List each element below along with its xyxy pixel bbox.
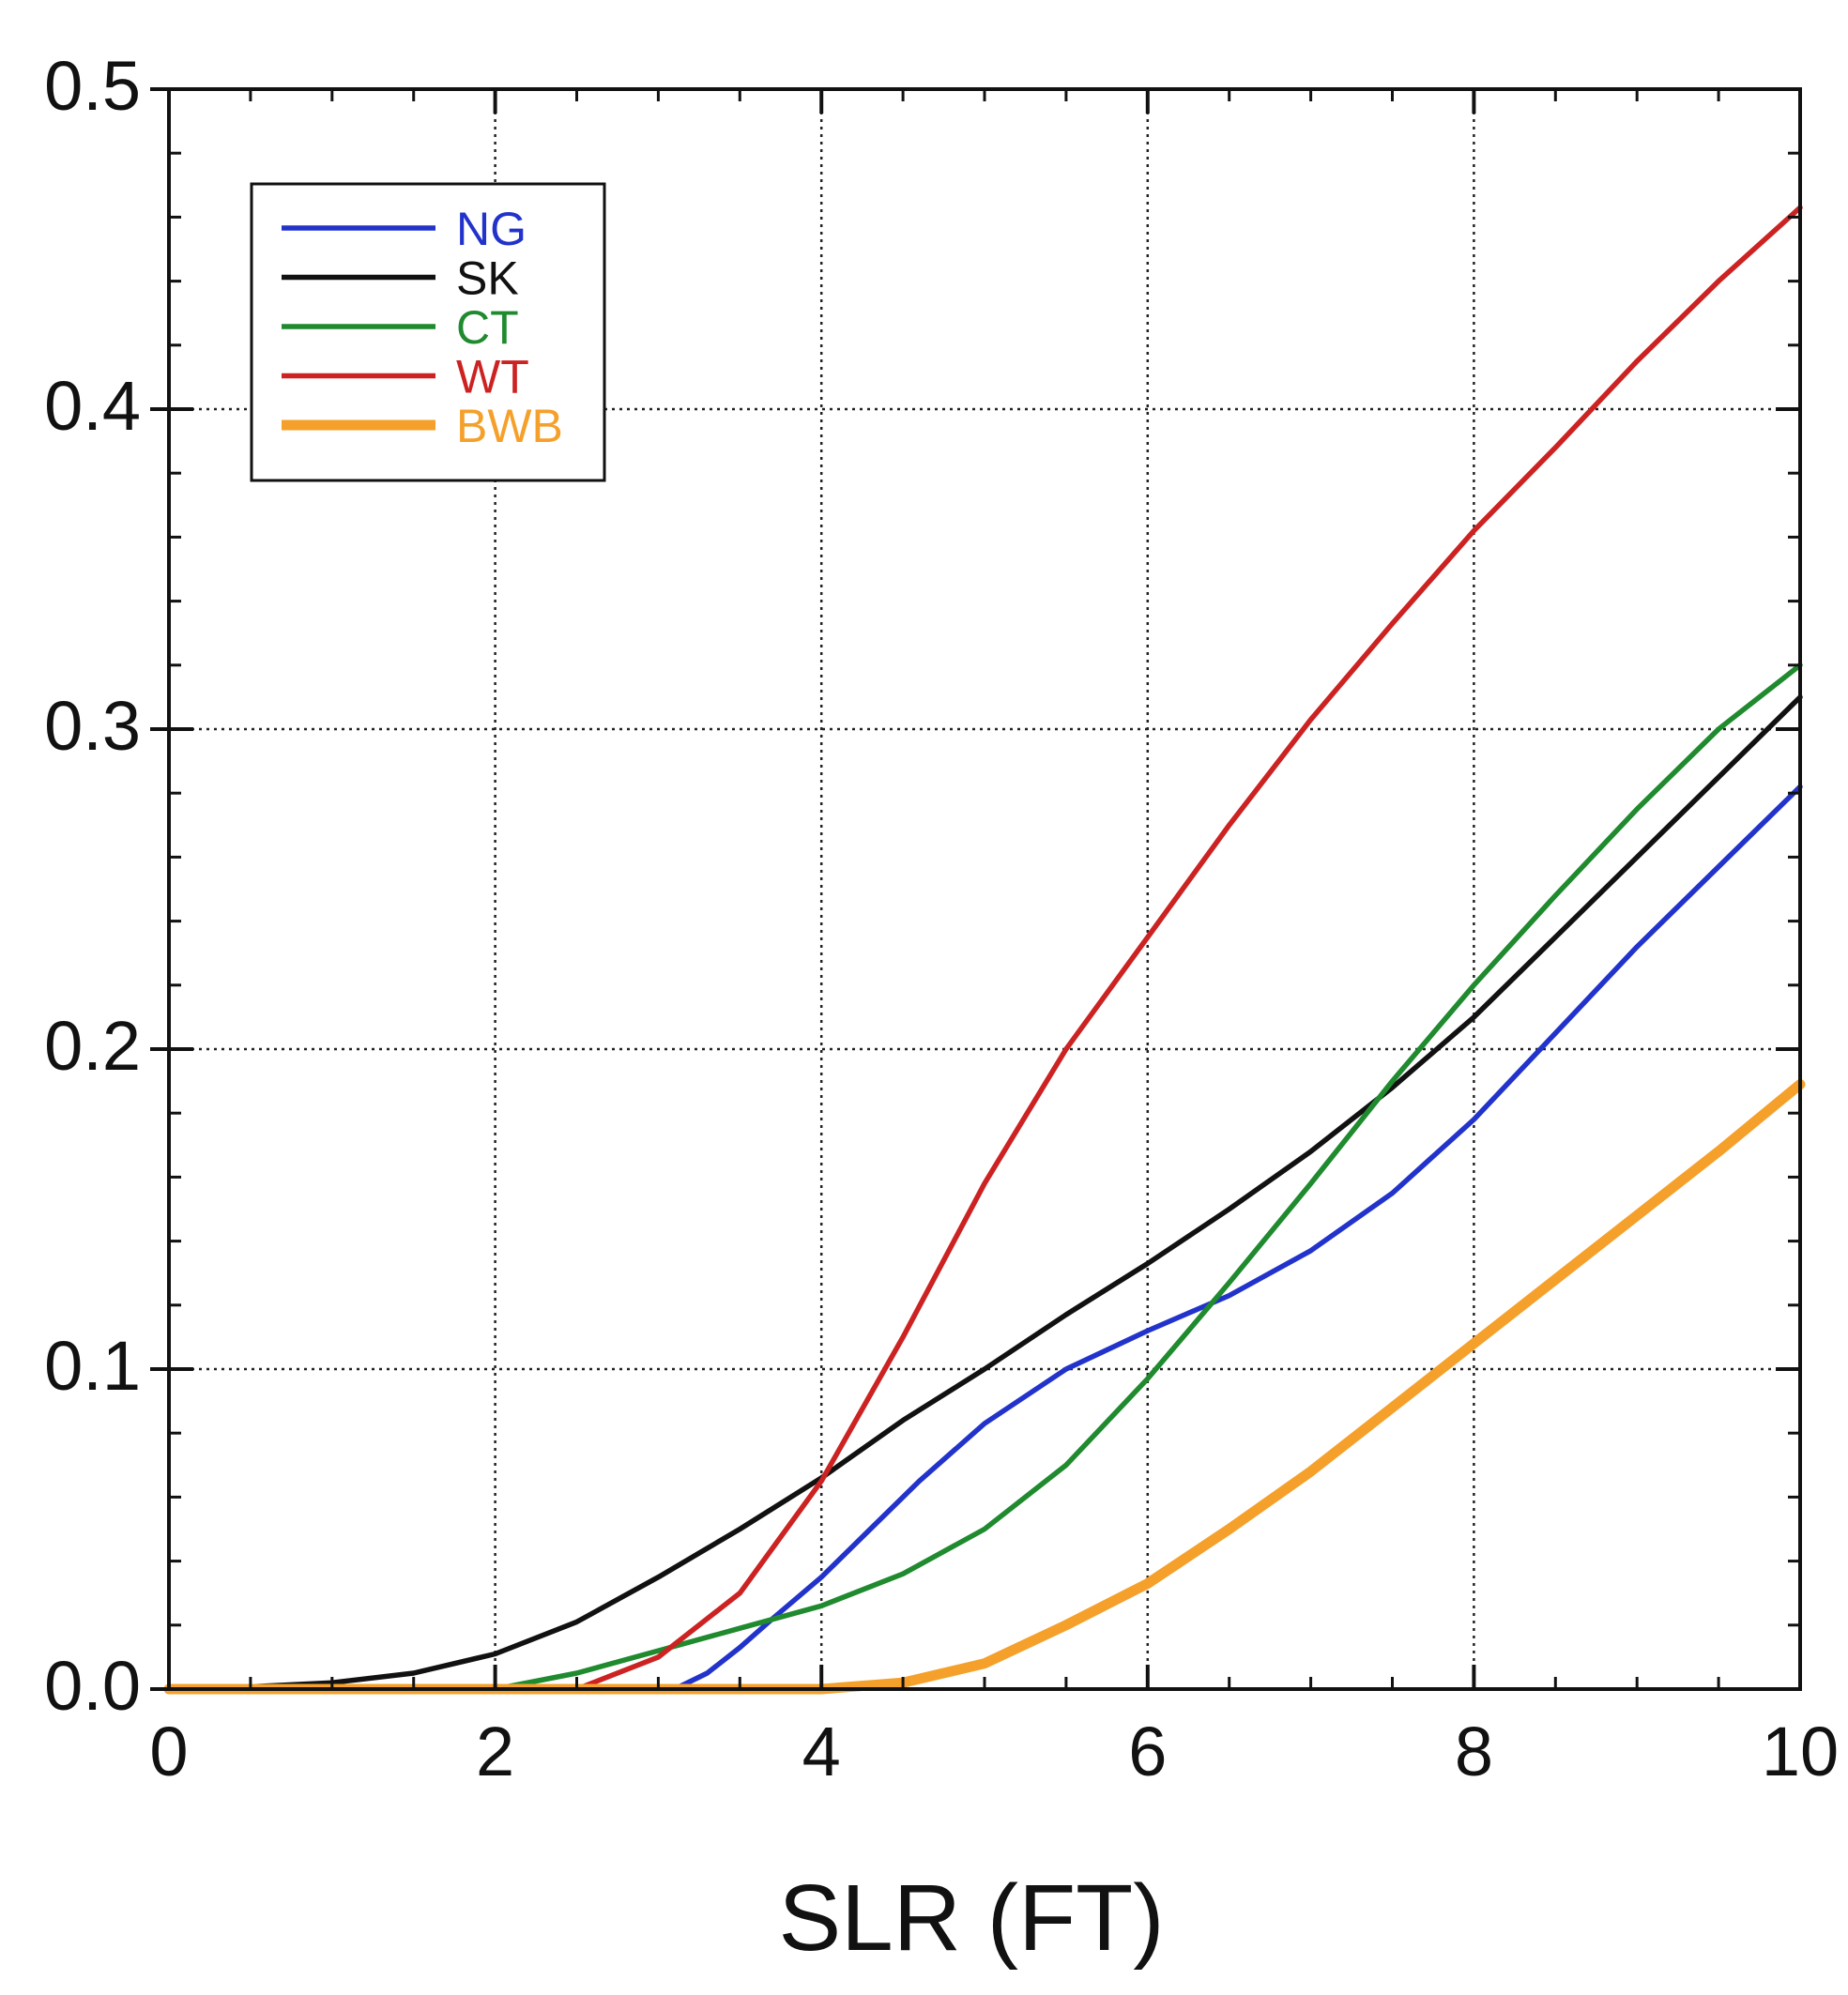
series-line-ng — [672, 784, 1803, 1692]
y-tick-label: 0.2 — [44, 1007, 141, 1085]
y-tick-label: 0.1 — [44, 1327, 141, 1405]
legend-label-bwb: BWB — [456, 400, 563, 452]
series-line-wt — [573, 205, 1803, 1692]
legend-label-sk: SK — [456, 252, 519, 305]
legend-label-wt: WT — [456, 351, 529, 404]
axis-tick-labels: 0 2 4 6 8 10 0.0 0.1 0.2 0.3 0.4 0.5 — [44, 47, 1839, 1790]
series-lines — [163, 205, 1806, 1695]
x-tick-label: 0 — [149, 1713, 188, 1790]
x-axis-title: SLR (FT) — [778, 1866, 1164, 1971]
series-line-ct — [492, 662, 1803, 1692]
axis-ticks — [150, 87, 1802, 1691]
legend-label-ng: NG — [456, 203, 527, 255]
y-tick-label: 0.5 — [44, 47, 141, 125]
x-tick-label: 8 — [1455, 1713, 1493, 1790]
legend-box — [250, 182, 606, 482]
x-tick-label: 4 — [802, 1713, 841, 1790]
x-tick-label: 2 — [476, 1713, 514, 1790]
y-tick-label: 0.4 — [44, 367, 141, 445]
x-tick-label: 10 — [1762, 1713, 1839, 1790]
x-tick-label: 6 — [1128, 1713, 1167, 1790]
y-tick-label: 0.0 — [44, 1647, 141, 1725]
series-line-bwb — [163, 1079, 1806, 1695]
y-tick-label: 0.3 — [44, 687, 141, 765]
series-line-sk — [199, 694, 1803, 1692]
legend-label-ct: CT — [456, 301, 519, 354]
